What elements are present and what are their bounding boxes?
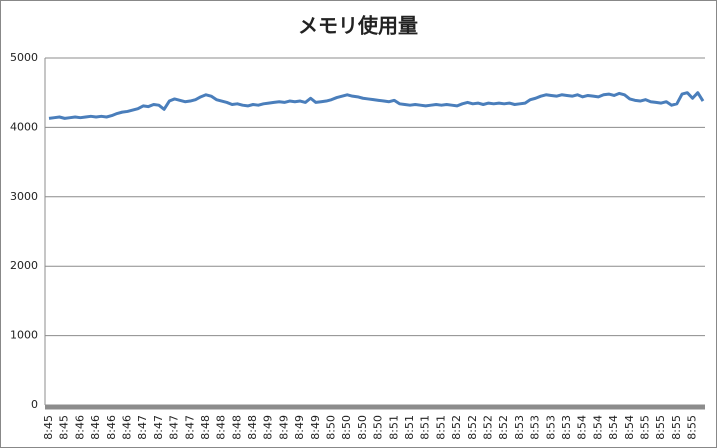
x-tick-label: 8:50: [356, 415, 369, 440]
x-tick-label: 8:52: [481, 415, 494, 440]
x-tick-label: 8:52: [497, 415, 510, 440]
x-tick-label: 8:55: [670, 415, 683, 440]
x-tick-label: 8:53: [513, 415, 526, 440]
x-tick-label: 8:47: [183, 415, 196, 440]
x-tick-label: 8:49: [293, 415, 306, 440]
x-tick-label: 8:52: [466, 415, 479, 440]
x-tick-label: 8:55: [638, 415, 651, 440]
data-line: [48, 91, 705, 120]
x-tick-label: 8:46: [89, 415, 102, 440]
y-tick-label: 1000: [10, 329, 38, 342]
x-tick-label: 8:51: [434, 415, 447, 440]
x-tick-label: 8:55: [686, 415, 699, 440]
x-tick-label: 8:53: [529, 415, 542, 440]
x-tick-label: 8:55: [654, 415, 667, 440]
x-tick-label: 8:51: [419, 415, 432, 440]
x-tick-label: 8:47: [136, 415, 149, 440]
x-tick-label: 8:48: [230, 415, 243, 440]
x-tick-label: 8:54: [576, 415, 589, 440]
x-tick-label: 8:54: [591, 415, 604, 440]
x-tick-label: 8:47: [152, 415, 165, 440]
x-tick-label: 8:51: [403, 415, 416, 440]
x-tick-label: 8:53: [560, 415, 573, 440]
x-tick-label: 8:46: [105, 415, 118, 440]
x-tick-label: 8:50: [340, 415, 353, 440]
x-tick-label: 8:53: [544, 415, 557, 440]
x-tick-label: 8:50: [325, 415, 338, 440]
x-tick-label: 8:46: [120, 415, 133, 440]
y-tick-label: 2000: [10, 259, 38, 272]
x-tick-label: 8:54: [607, 415, 620, 440]
x-tick-label: 8:45: [58, 415, 71, 440]
y-tick-label: 5000: [10, 51, 38, 64]
x-tick-label: 8:51: [387, 415, 400, 440]
x-tick-label: 8:49: [309, 415, 322, 440]
x-tick-label: 8:49: [262, 415, 275, 440]
x-tick-label: 8:48: [215, 415, 228, 440]
x-tick-label: 8:47: [168, 415, 181, 440]
x-tick-label: 8:52: [450, 415, 463, 440]
x-tick-label: 8:46: [73, 415, 86, 440]
x-tick-label: 8:45: [42, 415, 55, 440]
chart-title: メモリ使用量: [298, 14, 418, 38]
y-tick-label: 0: [31, 398, 38, 411]
x-tick-label: 8:50: [372, 415, 385, 440]
x-tick-label: 8:49: [277, 415, 290, 440]
x-tick-label: 8:54: [623, 415, 636, 440]
x-tick-label: 8:48: [246, 415, 259, 440]
y-tick-label: 4000: [10, 120, 38, 133]
y-tick-label: 3000: [10, 190, 38, 203]
x-tick-label: 8:48: [199, 415, 212, 440]
